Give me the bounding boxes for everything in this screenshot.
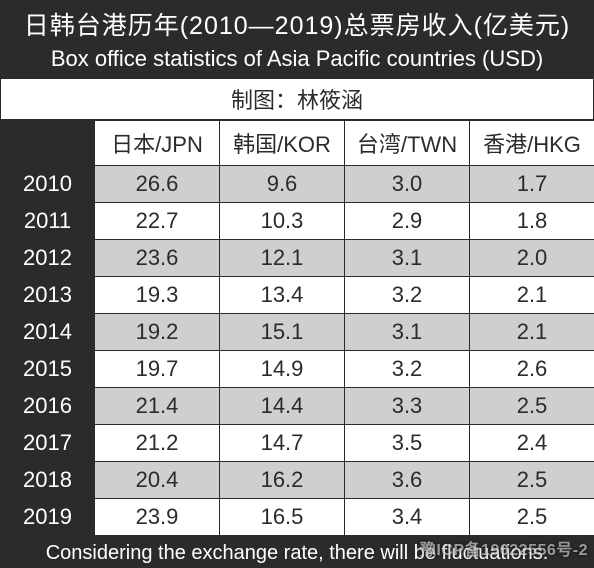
value-cell: 2.5 bbox=[470, 388, 594, 425]
value-cell: 9.6 bbox=[220, 166, 345, 203]
value-cell: 3.5 bbox=[345, 425, 470, 462]
value-cell: 2.5 bbox=[470, 499, 594, 536]
value-cell: 2.0 bbox=[470, 240, 594, 277]
watermark-text: 豫ICP备19022556号-2 bbox=[420, 536, 588, 560]
value-cell: 3.4 bbox=[345, 499, 470, 536]
table-container: 日韩台港历年(2010—2019)总票房收入(亿美元) Box office s… bbox=[0, 0, 594, 568]
value-cell: 2.5 bbox=[470, 462, 594, 499]
value-cell: 14.4 bbox=[220, 388, 345, 425]
table-row: 201026.69.63.01.7 bbox=[1, 166, 594, 203]
value-cell: 19.2 bbox=[95, 314, 220, 351]
value-cell: 2.4 bbox=[470, 425, 594, 462]
value-cell: 23.9 bbox=[95, 499, 220, 536]
value-cell: 14.9 bbox=[220, 351, 345, 388]
value-cell: 2.6 bbox=[470, 351, 594, 388]
year-cell: 2011 bbox=[1, 203, 95, 240]
value-cell: 22.7 bbox=[95, 203, 220, 240]
value-cell: 2.1 bbox=[470, 314, 594, 351]
credit-line: 制图：林筱涵 bbox=[0, 78, 594, 120]
value-cell: 20.4 bbox=[95, 462, 220, 499]
value-cell: 2.9 bbox=[345, 203, 470, 240]
value-cell: 3.1 bbox=[345, 314, 470, 351]
value-cell: 19.7 bbox=[95, 351, 220, 388]
year-cell: 2015 bbox=[1, 351, 95, 388]
title-main: 日韩台港历年(2010—2019)总票房收入(亿美元) bbox=[0, 0, 594, 44]
value-cell: 3.3 bbox=[345, 388, 470, 425]
table-row: 201519.714.93.22.6 bbox=[1, 351, 594, 388]
value-cell: 3.2 bbox=[345, 351, 470, 388]
value-cell: 3.6 bbox=[345, 462, 470, 499]
header-blank bbox=[1, 121, 95, 166]
value-cell: 12.1 bbox=[220, 240, 345, 277]
table-row: 201122.710.32.91.8 bbox=[1, 203, 594, 240]
col-header-hkg: 香港/HKG bbox=[470, 121, 594, 166]
value-cell: 3.0 bbox=[345, 166, 470, 203]
value-cell: 23.6 bbox=[95, 240, 220, 277]
table-row: 201721.214.73.52.4 bbox=[1, 425, 594, 462]
year-cell: 2013 bbox=[1, 277, 95, 314]
table-row: 201820.416.23.62.5 bbox=[1, 462, 594, 499]
value-cell: 26.6 bbox=[95, 166, 220, 203]
year-cell: 2010 bbox=[1, 166, 95, 203]
table-row: 201319.313.43.22.1 bbox=[1, 277, 594, 314]
value-cell: 15.1 bbox=[220, 314, 345, 351]
value-cell: 1.8 bbox=[470, 203, 594, 240]
year-cell: 2017 bbox=[1, 425, 95, 462]
value-cell: 3.1 bbox=[345, 240, 470, 277]
table-row: 201419.215.13.12.1 bbox=[1, 314, 594, 351]
value-cell: 3.2 bbox=[345, 277, 470, 314]
value-cell: 14.7 bbox=[220, 425, 345, 462]
value-cell: 2.1 bbox=[470, 277, 594, 314]
table-row: 201923.916.53.42.5 bbox=[1, 499, 594, 536]
value-cell: 16.5 bbox=[220, 499, 345, 536]
boxoffice-table: 日本/JPN 韩国/KOR 台湾/TWN 香港/HKG 201026.69.63… bbox=[0, 120, 594, 536]
value-cell: 19.3 bbox=[95, 277, 220, 314]
value-cell: 10.3 bbox=[220, 203, 345, 240]
value-cell: 21.2 bbox=[95, 425, 220, 462]
year-cell: 2019 bbox=[1, 499, 95, 536]
value-cell: 13.4 bbox=[220, 277, 345, 314]
col-header-jpn: 日本/JPN bbox=[95, 121, 220, 166]
value-cell: 21.4 bbox=[95, 388, 220, 425]
table-row: 201621.414.43.32.5 bbox=[1, 388, 594, 425]
year-cell: 2016 bbox=[1, 388, 95, 425]
col-header-twn: 台湾/TWN bbox=[345, 121, 470, 166]
year-cell: 2018 bbox=[1, 462, 95, 499]
table-row: 201223.612.13.12.0 bbox=[1, 240, 594, 277]
year-cell: 2012 bbox=[1, 240, 95, 277]
col-header-kor: 韩国/KOR bbox=[220, 121, 345, 166]
title-sub: Box office statistics of Asia Pacific co… bbox=[0, 44, 594, 78]
year-cell: 2014 bbox=[1, 314, 95, 351]
value-cell: 1.7 bbox=[470, 166, 594, 203]
value-cell: 16.2 bbox=[220, 462, 345, 499]
header-row: 日本/JPN 韩国/KOR 台湾/TWN 香港/HKG bbox=[1, 121, 594, 166]
